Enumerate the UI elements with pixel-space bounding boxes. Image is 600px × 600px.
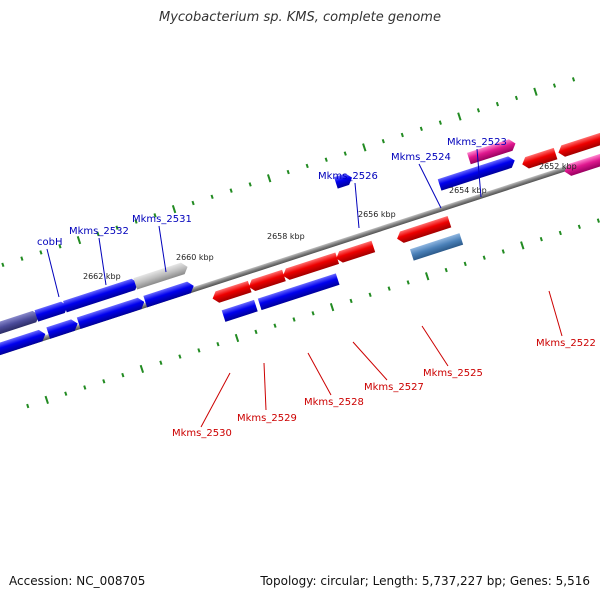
label-Mkms_2526: Mkms_2526 [318, 171, 378, 182]
label-Mkms_2529: Mkms_2529 [237, 413, 297, 424]
label-Mkms_2527: Mkms_2527 [364, 382, 424, 393]
gene-red-f[interactable] [557, 126, 600, 158]
label-Mkms_2530: Mkms_2530 [172, 428, 232, 439]
gene-blue-a[interactable] [0, 328, 47, 362]
label-Mkms_2522: Mkms_2522 [536, 338, 596, 349]
kbp-label: 2660 kbp [176, 253, 214, 262]
label-Mkms_2525: Mkms_2525 [423, 368, 483, 379]
gene-cobH[interactable] [34, 300, 69, 322]
gene-slate[interactable] [0, 309, 41, 343]
kbp-label: 2658 kbp [267, 232, 305, 241]
label-Mkms_2524: Mkms_2524 [391, 152, 451, 163]
gene-blue-g[interactable] [221, 299, 258, 322]
label-Mkms_2523: Mkms_2523 [447, 137, 507, 148]
gene-Mkms_2525[interactable] [395, 215, 452, 244]
kbp-label: 2654 kbp [449, 186, 487, 195]
label-Mkms_2528: Mkms_2528 [304, 397, 364, 408]
label-Mkms_2531: Mkms_2531 [132, 214, 192, 225]
gene-blue-h[interactable] [257, 273, 340, 311]
gene-blue-b[interactable] [46, 318, 79, 339]
gene-Mkms_2522[interactable] [520, 147, 558, 170]
accession-text: Accession: NC_008705 [9, 574, 146, 588]
gene-blue-e[interactable] [473, 155, 517, 179]
genome-backbone [0, 140, 600, 362]
gene-Mkms_2524[interactable] [437, 166, 483, 191]
topology-text: Topology: circular; Length: 5,737,227 bp… [260, 574, 590, 588]
gene-blue-c[interactable] [76, 296, 146, 329]
label-Mkms_2532: Mkms_2532 [69, 226, 129, 237]
gene-blue-d[interactable] [143, 280, 195, 308]
gene-Mkms_2531[interactable] [133, 261, 189, 290]
kbp-label: 2652 kbp [539, 162, 577, 171]
gene-steel[interactable] [409, 233, 464, 261]
gene-Mkms_2526[interactable] [334, 172, 354, 189]
outer-ruler [1, 77, 576, 268]
label-cobH: cobH [37, 237, 62, 248]
gene-Mkms_2529[interactable] [247, 269, 286, 293]
map-title: Mycobacterium sp. KMS, complete genome [159, 10, 441, 25]
gene-Mkms_2527[interactable] [334, 240, 376, 264]
gene-Mkms_2530[interactable] [211, 280, 252, 304]
reverse-leaders [200, 290, 563, 428]
gene-pink-rev[interactable] [563, 145, 600, 177]
gene-Mkms_2523[interactable] [467, 138, 517, 165]
gene-Mkms_2532[interactable] [63, 277, 140, 313]
gene-Mkms_2528[interactable] [281, 252, 340, 281]
forward-leaders [46, 148, 482, 298]
kbp-label: 2656 kbp [358, 210, 396, 219]
kbp-label: 2662 kbp [83, 272, 121, 281]
inner-ruler [26, 218, 600, 409]
